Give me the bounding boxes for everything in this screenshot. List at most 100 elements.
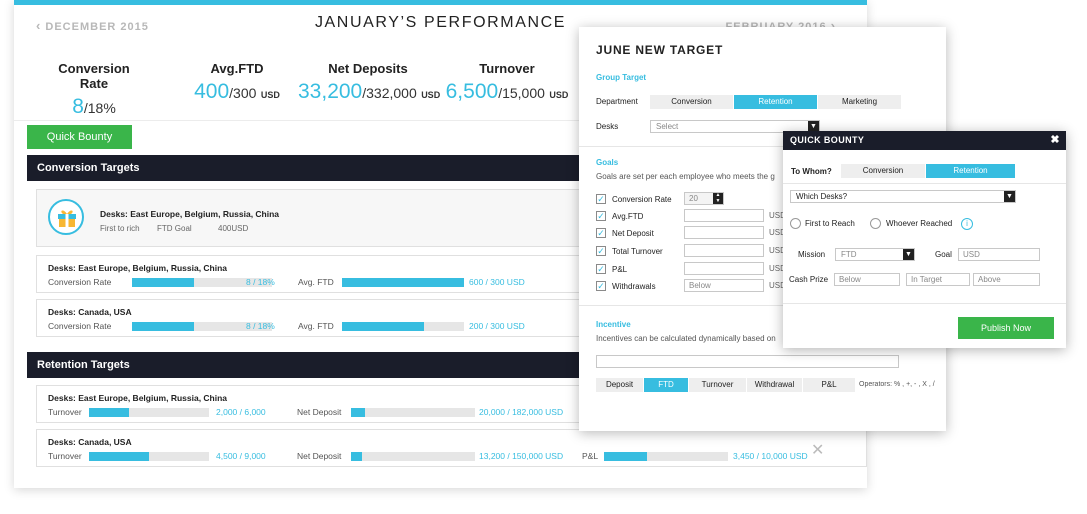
row-desks: Desks: East Europe, Belgium, Russia, Chi… (48, 393, 228, 403)
kpi-value: 6,500/15,000 USD (444, 80, 570, 104)
incentive-tab-pnl[interactable]: P&L (803, 378, 855, 392)
goal-name: Net Deposit (612, 229, 654, 238)
kpi-target: /18% (83, 100, 116, 116)
progress-bar (342, 278, 464, 287)
progress-fill (342, 322, 424, 331)
metric-label: Net Deposit (297, 407, 342, 417)
progress-fill (132, 322, 194, 331)
department-label: Department (596, 97, 638, 106)
metric-value: 20,000 / 182,000 USD (479, 407, 564, 417)
new-target-modal: JUNE NEW TARGET Group Target Department … (579, 27, 946, 431)
goal-input[interactable]: USD (958, 248, 1040, 261)
metric-label: Conversion Rate (48, 321, 112, 331)
modal-title: JUNE NEW TARGET (596, 43, 724, 57)
previous-month-link[interactable]: ‹ DECEMBER 2015 (36, 18, 149, 33)
kpi-conversion-rate: Conversion Rate 8/18% (44, 61, 144, 119)
kpi-actual: 6,500 (445, 80, 499, 103)
goal-unit: USD (769, 264, 786, 273)
radio-first-to-reach[interactable] (790, 218, 801, 229)
kpi-target: /300 (229, 85, 257, 101)
goal-input[interactable] (684, 262, 764, 275)
incentive-tab-withdrawal[interactable]: Withdrawal (747, 378, 802, 392)
cash-prize-in-target-input[interactable]: In Target (906, 273, 970, 286)
department-option-retention[interactable]: Retention (734, 95, 817, 109)
kpi-target: /15,000 (498, 85, 545, 101)
desks-select[interactable]: Select ▼ (650, 120, 820, 133)
progress-fill (351, 408, 365, 417)
radio-whoever-reached[interactable] (870, 218, 881, 229)
goal-checkbox[interactable]: ✓ (596, 228, 606, 238)
progress-fill (604, 452, 648, 461)
metric-value: 2,000 / 6,000 (216, 407, 266, 417)
chevron-left-icon: ‹ (36, 18, 42, 33)
chevron-right-icon: › (830, 18, 836, 33)
metric-value: 600 / 300 USD (469, 277, 525, 287)
stepper-arrows-icon[interactable]: ▲ ▼ (713, 192, 723, 204)
goal-input[interactable] (684, 226, 764, 239)
desks-label: Desks (596, 122, 619, 131)
cash-prize-above-input[interactable]: Above (973, 273, 1040, 286)
department-option-conversion[interactable]: Conversion (650, 95, 733, 109)
conversion-rate-stepper[interactable]: 20 ▲ ▼ (684, 192, 724, 205)
metric-value: 200 / 300 USD (469, 321, 525, 331)
kpi-label: Avg.FTD (210, 61, 264, 76)
quick-bounty-modal: QUICK BOUNTY ✖ To Whom? Conversion Reten… (783, 131, 1066, 348)
incentive-formula-input[interactable] (596, 355, 899, 368)
metric-value: 4,500 / 9,000 (216, 451, 266, 461)
goals-heading: Goals (596, 158, 619, 167)
kpi-avg-ftd: Avg.FTD 400/300 USD (182, 61, 292, 104)
progress-bar (132, 278, 272, 287)
incentive-description: Incentives can be calculated dynamically… (596, 334, 776, 343)
goal-unit: USD (769, 281, 786, 290)
group-target-heading: Group Target (596, 73, 647, 82)
to-whom-option-conversion[interactable]: Conversion (841, 164, 925, 178)
goals-description: Goals are set per each employee who meet… (596, 172, 775, 181)
progress-bar (342, 322, 464, 331)
info-icon[interactable]: i (961, 218, 973, 230)
close-icon[interactable]: ✕ (811, 442, 825, 459)
progress-bar (132, 322, 272, 331)
kpi-unit: USD (421, 90, 441, 100)
mission-select[interactable]: FTD ▼ (835, 248, 915, 261)
goal-input[interactable] (684, 209, 764, 222)
cash-prize-below-input[interactable]: Below (834, 273, 900, 286)
department-option-marketing[interactable]: Marketing (818, 95, 901, 109)
progress-fill (342, 278, 464, 287)
kpi-turnover: Turnover 6,500/15,000 USD (444, 61, 570, 104)
goal-checkbox[interactable]: ✓ (596, 281, 606, 291)
quick-bounty-button[interactable]: Quick Bounty (27, 125, 132, 149)
metric-value: 8 / 18% (246, 321, 275, 331)
metric-label: Turnover (48, 451, 82, 461)
incentive-tab-ftd[interactable]: FTD (644, 378, 688, 392)
kpi-actual: 33,200 (298, 80, 363, 103)
goal-input[interactable] (684, 244, 764, 257)
incentive-tab-deposit[interactable]: Deposit (596, 378, 643, 392)
goal-name: Withdrawals (612, 282, 656, 291)
goal-checkbox[interactable]: ✓ (596, 264, 606, 274)
kpi-value: 400/300 USD (182, 80, 292, 104)
close-icon[interactable]: ✖ (1050, 134, 1060, 146)
kpi-label: Conversion Rate (58, 61, 130, 91)
cash-prize-label: Cash Prize (789, 275, 829, 284)
metric-label: P&L (582, 451, 599, 461)
publish-now-button[interactable]: Publish Now (958, 317, 1054, 339)
metric-value: 3,450 / 10,000 USD (733, 451, 808, 461)
which-desks-select[interactable]: Which Desks? ▼ (790, 190, 1016, 203)
goal-checkbox[interactable]: ✓ (596, 246, 606, 256)
incentive-tab-turnover[interactable]: Turnover (689, 378, 746, 392)
bounty-goal-type: FTD Goal (157, 224, 192, 233)
goal-checkbox[interactable]: ✓ (596, 211, 606, 221)
operators-hint: Operators: % , +, - , X , / (859, 381, 935, 388)
to-whom-option-retention[interactable]: Retention (926, 164, 1015, 178)
which-desks-label: Which Desks? (796, 192, 848, 201)
row-desks: Desks: East Europe, Belgium, Russia, Chi… (48, 263, 228, 273)
radio-label: First to Reach (805, 219, 855, 228)
goal-checkbox[interactable]: ✓ (596, 194, 606, 204)
progress-fill (132, 278, 194, 287)
progress-bar (604, 452, 728, 461)
incentive-heading: Incentive (596, 320, 631, 329)
modal-header: QUICK BOUNTY ✖ (783, 131, 1066, 150)
bounty-desks: Desks: East Europe, Belgium, Russia, Chi… (100, 209, 280, 219)
goal-unit: USD (769, 246, 786, 255)
goal-input[interactable]: Below (684, 279, 764, 292)
